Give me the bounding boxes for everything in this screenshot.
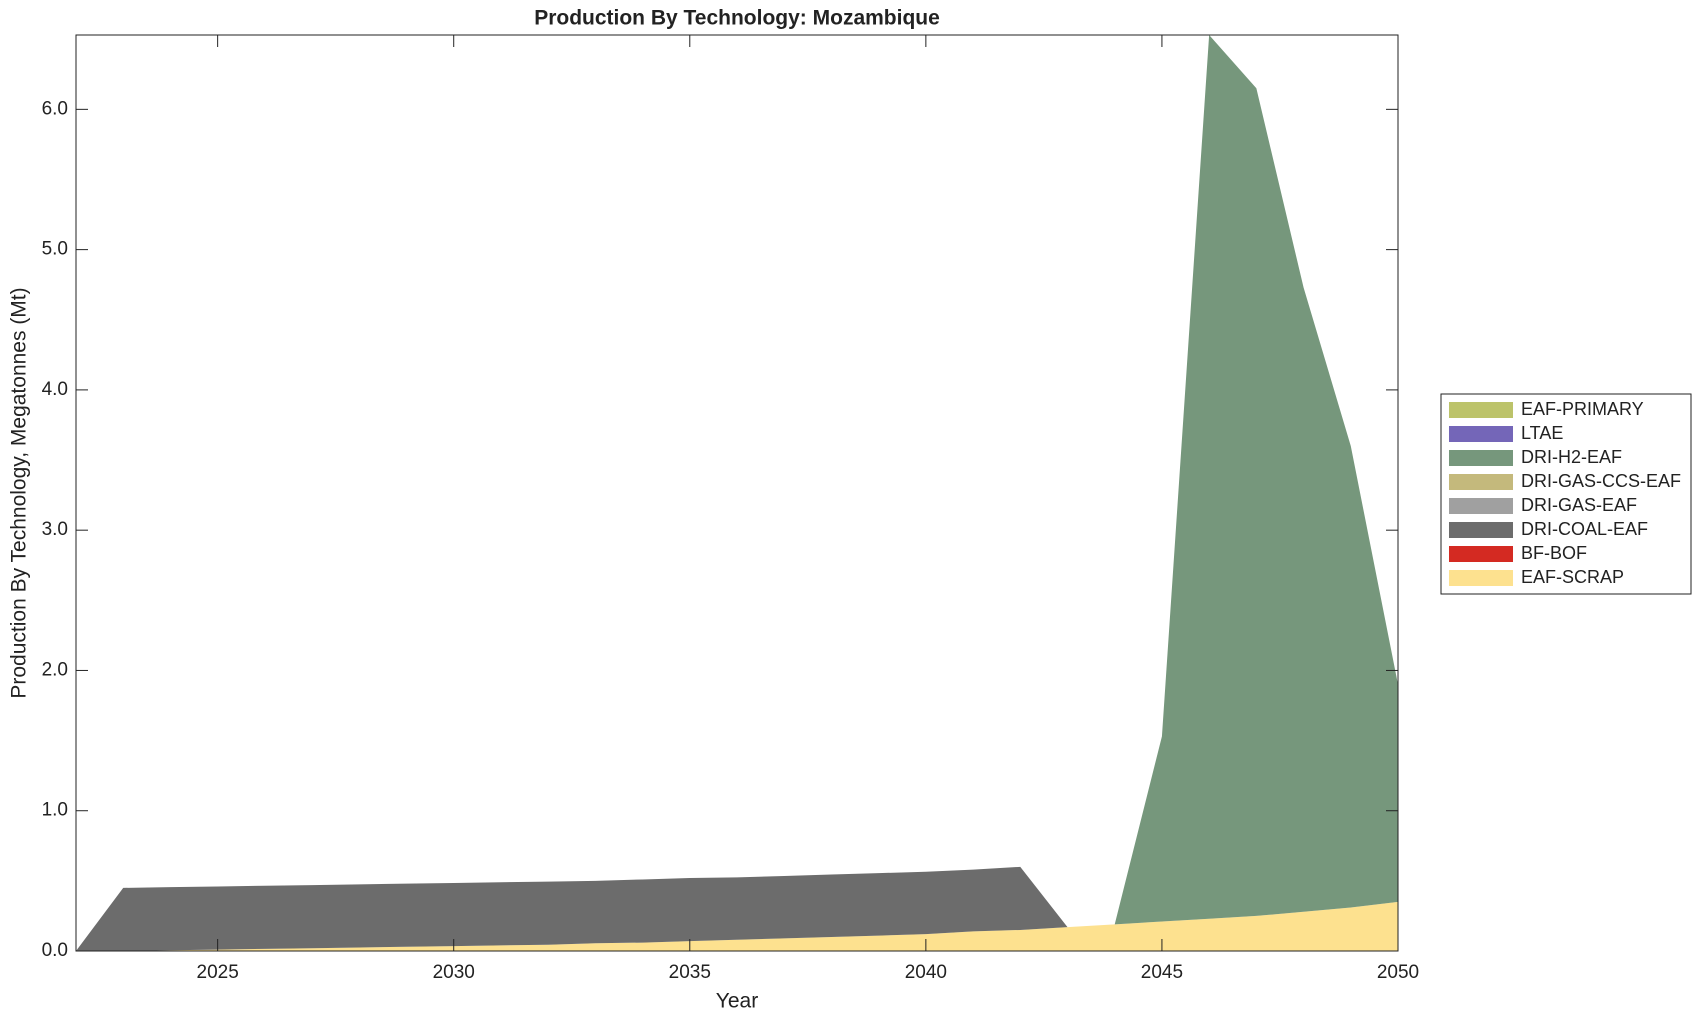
plot-frame bbox=[75, 34, 1399, 952]
legend-swatch bbox=[1449, 426, 1513, 442]
x-tick-label: 2045 bbox=[1141, 962, 1183, 983]
area bbox=[76, 35, 1398, 951]
x-axis-label: Year bbox=[716, 990, 758, 1013]
y-axis-label: Production By Technology, Megatonnes (Mt… bbox=[8, 287, 31, 698]
x-tick-label: 2030 bbox=[433, 962, 475, 983]
chart-title: Production By Technology: Mozambique bbox=[534, 7, 940, 30]
y-tick-label: 3.0 bbox=[42, 519, 68, 540]
area bbox=[76, 866, 1398, 951]
x-tick-label: 2035 bbox=[669, 962, 711, 983]
legend-label: EAF-SCRAP bbox=[1521, 567, 1624, 587]
legend-label: EAF-PRIMARY bbox=[1521, 399, 1644, 419]
area bbox=[76, 901, 1398, 951]
legend-label: DRI-GAS-EAF bbox=[1521, 495, 1637, 515]
x-tick-label: 2025 bbox=[197, 962, 239, 983]
legend-swatch bbox=[1449, 546, 1513, 562]
y-tick-label: 5.0 bbox=[42, 239, 68, 260]
legend-swatch bbox=[1449, 522, 1513, 538]
legend-swatch bbox=[1449, 402, 1513, 418]
legend-swatch bbox=[1449, 498, 1513, 514]
legend-label: DRI-H2-EAF bbox=[1521, 447, 1622, 467]
legend-swatch bbox=[1449, 570, 1513, 586]
legend-label: DRI-COAL-EAF bbox=[1521, 519, 1648, 539]
y-tick-label: 0.0 bbox=[42, 940, 68, 961]
y-tick-label: 2.0 bbox=[42, 659, 68, 680]
legend-label: LTAE bbox=[1521, 423, 1563, 443]
y-tick-label: 4.0 bbox=[42, 379, 68, 400]
y-tick-label: 6.0 bbox=[42, 98, 68, 119]
legend-swatch bbox=[1449, 474, 1513, 490]
x-tick-label: 2050 bbox=[1377, 962, 1419, 983]
legend-label: DRI-GAS-CCS-EAF bbox=[1521, 471, 1681, 491]
x-tick-label: 2040 bbox=[905, 962, 947, 983]
legend-label: BF-BOF bbox=[1521, 543, 1587, 563]
legend-swatch bbox=[1449, 450, 1513, 466]
y-tick-label: 1.0 bbox=[42, 800, 68, 821]
